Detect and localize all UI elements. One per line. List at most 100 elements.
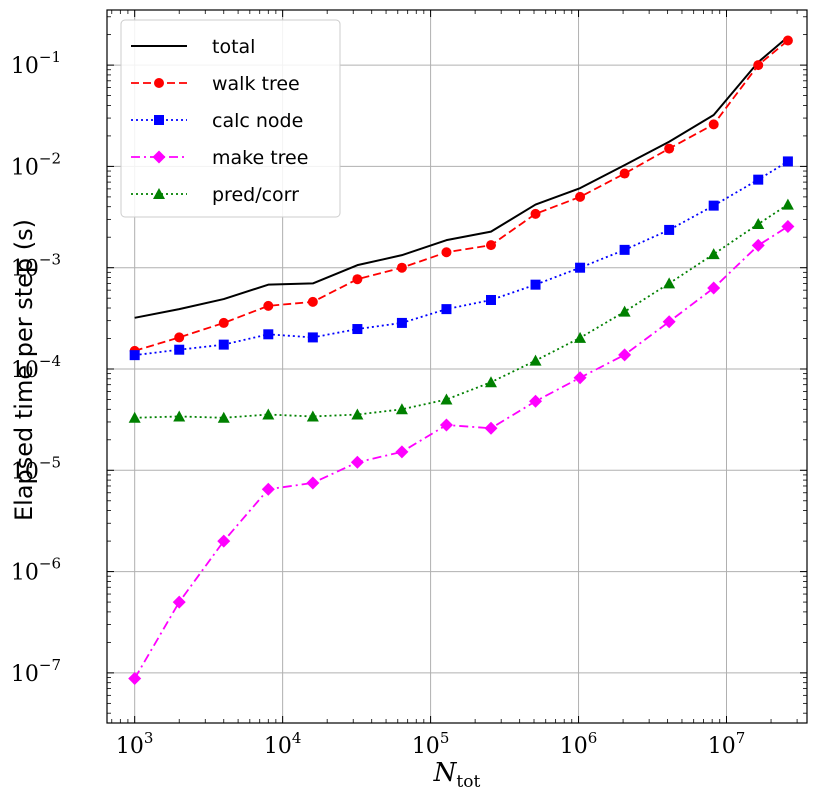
- y-tick-label: 10−4: [11, 352, 61, 383]
- series-line-walk-tree: [134, 39, 789, 352]
- y-tick-base: 10: [11, 561, 39, 586]
- data-point-make-tree: [662, 315, 676, 329]
- data-point-calc-node: [263, 329, 274, 340]
- data-point-calc-node: [129, 350, 140, 361]
- x-tick-exponent: 5: [440, 729, 450, 747]
- data-point-make-tree: [306, 476, 320, 490]
- data-point-make-tree: [573, 371, 587, 385]
- data-point-calc-node: [619, 244, 630, 255]
- x-tick-label: 105: [412, 729, 450, 759]
- data-point-walk-tree: [575, 191, 586, 202]
- data-point-make-tree: [484, 421, 498, 435]
- legend-box: [120, 19, 341, 218]
- data-point-make-tree: [529, 394, 543, 408]
- data-point-calc-node: [174, 344, 185, 355]
- series-line-make-tree: [133, 225, 789, 679]
- legend-swatch-marker: [154, 78, 164, 88]
- data-point-calc-node: [664, 224, 675, 235]
- legend-label: make tree: [212, 147, 308, 169]
- legend-label: walk tree: [212, 73, 300, 95]
- data-point-walk-tree: [307, 296, 318, 307]
- legend-swatch-marker: [154, 115, 164, 125]
- data-point-calc-node: [708, 200, 719, 211]
- x-tick-label: 104: [264, 729, 302, 759]
- data-point-calc-node: [218, 339, 229, 350]
- series-pred-corr: [128, 198, 794, 423]
- data-point-calc-node: [441, 304, 452, 315]
- data-point-make-tree: [217, 534, 231, 548]
- data-point-walk-tree: [530, 208, 541, 219]
- series-calc-node: [129, 156, 793, 361]
- x-tick-exponent: 7: [736, 729, 746, 747]
- x-axis-label-subscript: tot: [456, 772, 480, 792]
- data-point-pred-corr: [173, 410, 186, 422]
- data-point-walk-tree: [263, 300, 274, 311]
- data-point-calc-node: [485, 294, 496, 305]
- legend-swatch-marker: [153, 188, 165, 199]
- data-point-pred-corr: [440, 393, 453, 405]
- legend-entry-calc-node: calc node: [131, 110, 303, 132]
- x-tick-base: 10: [116, 734, 144, 759]
- series-line-total: [134, 36, 789, 319]
- data-point-pred-corr: [128, 411, 141, 423]
- y-tick-base: 10: [11, 662, 39, 687]
- data-point-make-tree: [618, 348, 632, 362]
- data-point-calc-node: [530, 279, 541, 290]
- series-total: [134, 36, 789, 319]
- y-tick-exponent: −5: [39, 453, 61, 471]
- axis-ticks: 103 104 105 106 10710−710−610−510−410−310−21…: [11, 10, 807, 759]
- data-point-walk-tree: [708, 119, 719, 130]
- x-axis-label-main: N: [433, 758, 458, 788]
- data-point-make-tree: [707, 281, 721, 295]
- data-point-pred-corr: [262, 408, 275, 420]
- data-point-calc-node: [352, 324, 363, 335]
- plot-frame: [106, 9, 808, 724]
- data-point-make-tree: [261, 482, 275, 496]
- y-tick-base: 10: [11, 358, 39, 383]
- data-point-pred-corr: [395, 403, 408, 415]
- legend-entry-pred-corr: pred/corr: [131, 184, 299, 206]
- data-point-make-tree: [350, 455, 364, 469]
- series-make-tree: [128, 220, 795, 685]
- data-point-walk-tree: [753, 60, 764, 71]
- data-point-walk-tree: [352, 274, 363, 285]
- x-axis-label: Ntot: [433, 758, 481, 792]
- y-tick-base: 10: [11, 257, 39, 282]
- legend-swatch-marker: [152, 150, 166, 164]
- legend-entry-walk-tree: walk tree: [131, 73, 300, 95]
- x-tick-base: 10: [412, 734, 440, 759]
- data-point-calc-node: [753, 174, 764, 185]
- data-point-pred-corr: [707, 248, 720, 260]
- x-tick-label: 106: [560, 729, 598, 759]
- data-point-make-tree: [751, 238, 765, 252]
- data-point-walk-tree: [218, 317, 229, 328]
- data-point-make-tree: [781, 220, 795, 234]
- y-axis-label: Elapsed time per step (s): [10, 219, 38, 521]
- y-tick-base: 10: [11, 54, 39, 79]
- data-point-walk-tree: [619, 168, 630, 179]
- y-tick-exponent: −4: [39, 352, 61, 370]
- y-tick-label: 10−7: [11, 656, 61, 687]
- x-tick-base: 10: [708, 734, 736, 759]
- x-tick-exponent: 4: [292, 729, 302, 747]
- x-tick-label: 103: [116, 729, 154, 759]
- y-tick-exponent: −3: [39, 251, 61, 269]
- y-tick-exponent: −6: [39, 555, 61, 573]
- data-point-pred-corr: [351, 408, 364, 420]
- y-tick-label: 10−2: [11, 149, 61, 180]
- data-point-pred-corr: [574, 331, 587, 343]
- y-tick-label: 10−5: [11, 453, 61, 484]
- plot-series: [128, 35, 795, 685]
- data-point-pred-corr: [752, 218, 765, 230]
- x-tick-exponent: 6: [588, 729, 598, 747]
- x-tick-base: 10: [560, 734, 588, 759]
- legend-entry-make-tree: make tree: [131, 147, 308, 169]
- data-point-make-tree: [439, 418, 453, 432]
- data-point-pred-corr: [618, 305, 631, 317]
- data-point-make-tree: [395, 445, 409, 459]
- legend-entry-total: total: [131, 36, 255, 58]
- legend-label: pred/corr: [212, 184, 299, 206]
- series-line-pred-corr: [134, 203, 789, 419]
- y-tick-label: 10−3: [11, 251, 61, 282]
